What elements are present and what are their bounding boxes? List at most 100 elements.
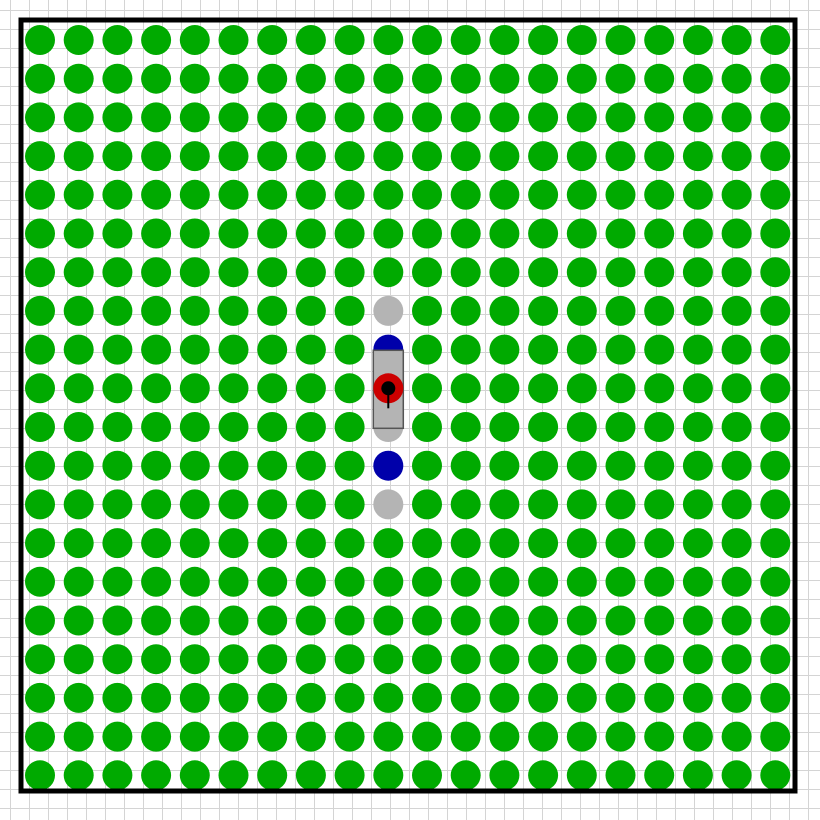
food-cell xyxy=(141,566,172,597)
food-cell xyxy=(257,373,288,404)
food-cell xyxy=(450,63,481,94)
food-cell xyxy=(295,179,326,210)
food-cell xyxy=(450,25,481,55)
food-cell xyxy=(489,682,520,713)
food-cell xyxy=(721,412,752,442)
food-cell xyxy=(295,605,326,636)
food-cell xyxy=(179,257,210,288)
food-cell xyxy=(760,605,791,636)
food-cell xyxy=(373,682,404,713)
food-cell xyxy=(373,25,404,55)
food-cell xyxy=(179,528,210,559)
food-cell xyxy=(25,566,55,597)
food-cell xyxy=(63,644,94,675)
food-cell xyxy=(489,528,520,559)
food-cell xyxy=(63,566,94,597)
food-cell xyxy=(102,179,133,210)
food-cell xyxy=(218,257,249,288)
food-cell xyxy=(295,334,326,365)
food-cell xyxy=(295,450,326,481)
food-cell xyxy=(218,295,249,326)
food-cell xyxy=(141,721,172,752)
food-cell xyxy=(566,721,597,752)
food-cell xyxy=(489,644,520,675)
food-cell xyxy=(760,373,791,404)
food-cell xyxy=(218,644,249,675)
food-cell xyxy=(63,682,94,713)
food-cell xyxy=(373,141,404,172)
food-cell xyxy=(760,295,791,326)
food-cell xyxy=(63,412,94,442)
food-cell xyxy=(25,63,55,94)
food-cell xyxy=(644,25,675,55)
food-cell xyxy=(450,218,481,249)
food-cell xyxy=(489,334,520,365)
food-cell xyxy=(102,141,133,172)
food-cell xyxy=(644,141,675,172)
food-cell xyxy=(605,450,636,481)
food-cell xyxy=(373,257,404,288)
food-cell xyxy=(566,25,597,55)
food-cell xyxy=(373,179,404,210)
food-cell xyxy=(721,644,752,675)
food-cell xyxy=(682,373,713,404)
food-cell xyxy=(760,760,791,791)
food-cell xyxy=(450,682,481,713)
food-cell xyxy=(63,721,94,752)
food-cell xyxy=(528,528,559,559)
food-cell xyxy=(179,63,210,94)
food-cell xyxy=(566,141,597,172)
food-cell xyxy=(566,644,597,675)
food-cell xyxy=(63,450,94,481)
food-cell xyxy=(218,63,249,94)
food-cell xyxy=(566,63,597,94)
food-cell xyxy=(566,218,597,249)
food-cell xyxy=(412,412,442,442)
food-cell xyxy=(760,257,791,288)
food-cell xyxy=(257,63,288,94)
food-cell xyxy=(489,721,520,752)
food-cell xyxy=(450,102,481,133)
food-cell xyxy=(63,257,94,288)
food-cell xyxy=(25,644,55,675)
food-cell xyxy=(295,721,326,752)
food-cell xyxy=(721,141,752,172)
food-cell xyxy=(257,450,288,481)
food-cell xyxy=(257,334,288,365)
food-cell xyxy=(63,63,94,94)
food-cell xyxy=(412,528,442,559)
food-cell xyxy=(25,373,55,404)
food-cell xyxy=(63,218,94,249)
food-cell xyxy=(489,450,520,481)
blue-cell xyxy=(373,450,404,481)
food-cell xyxy=(528,179,559,210)
food-cell xyxy=(334,450,365,481)
food-cell xyxy=(412,605,442,636)
food-cell xyxy=(566,102,597,133)
food-cell xyxy=(566,489,597,520)
food-cell xyxy=(334,179,365,210)
food-cell xyxy=(25,682,55,713)
food-cell xyxy=(412,334,442,365)
food-cell xyxy=(334,721,365,752)
food-cell xyxy=(141,644,172,675)
food-cell xyxy=(295,25,326,55)
food-cell xyxy=(25,605,55,636)
food-cell xyxy=(141,295,172,326)
food-cell xyxy=(179,721,210,752)
food-cell xyxy=(566,605,597,636)
food-cell xyxy=(63,179,94,210)
food-cell xyxy=(179,450,210,481)
food-cell xyxy=(334,334,365,365)
food-cell xyxy=(295,141,326,172)
food-cell xyxy=(644,63,675,94)
food-cell xyxy=(450,605,481,636)
food-cell xyxy=(760,102,791,133)
food-cell xyxy=(682,257,713,288)
food-cell xyxy=(25,489,55,520)
food-cell xyxy=(218,721,249,752)
food-cell xyxy=(682,489,713,520)
food-cell xyxy=(489,760,520,791)
food-cell xyxy=(721,605,752,636)
